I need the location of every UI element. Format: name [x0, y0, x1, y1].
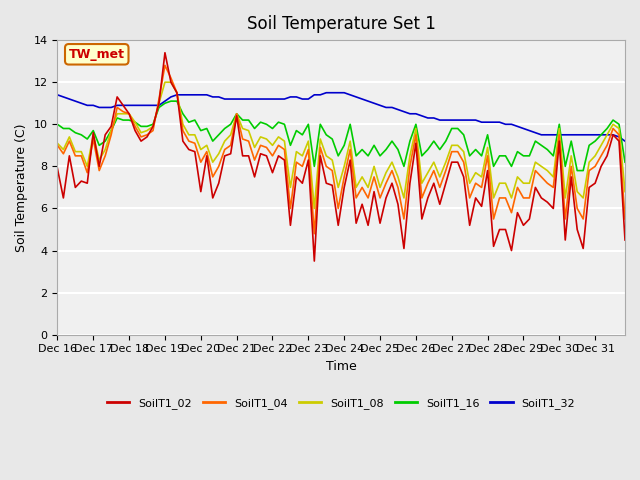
SoilT1_32: [323, 90, 330, 96]
SoilT1_32: [346, 92, 354, 98]
SoilT1_32: [364, 98, 372, 104]
SoilT1_08: [161, 79, 169, 85]
SoilT1_02: [621, 237, 629, 243]
SoilT1_04: [586, 168, 593, 173]
SoilT1_32: [131, 102, 139, 108]
SoilT1_16: [621, 159, 629, 165]
SoilT1_16: [346, 121, 354, 127]
SoilT1_32: [298, 96, 306, 102]
SoilT1_16: [364, 153, 372, 159]
SoilT1_08: [54, 140, 61, 146]
SoilT1_02: [352, 220, 360, 226]
Line: SoilT1_04: SoilT1_04: [58, 65, 625, 234]
SoilT1_08: [370, 164, 378, 169]
SoilT1_02: [310, 258, 318, 264]
X-axis label: Time: Time: [326, 360, 356, 373]
Title: Soil Temperature Set 1: Soil Temperature Set 1: [247, 15, 436, 33]
SoilT1_16: [167, 98, 175, 104]
Line: SoilT1_08: SoilT1_08: [58, 82, 625, 208]
SoilT1_02: [131, 128, 139, 133]
SoilT1_04: [221, 147, 228, 153]
Line: SoilT1_16: SoilT1_16: [58, 101, 625, 170]
SoilT1_04: [161, 62, 169, 68]
SoilT1_32: [579, 132, 587, 138]
SoilT1_02: [221, 153, 228, 159]
Legend: SoilT1_02, SoilT1_04, SoilT1_08, SoilT1_16, SoilT1_32: SoilT1_02, SoilT1_04, SoilT1_08, SoilT1_…: [103, 393, 580, 413]
Line: SoilT1_02: SoilT1_02: [58, 53, 625, 261]
SoilT1_16: [131, 120, 139, 125]
SoilT1_04: [621, 216, 629, 222]
SoilT1_08: [221, 138, 228, 144]
SoilT1_32: [621, 138, 629, 144]
SoilT1_32: [215, 94, 223, 100]
SoilT1_16: [573, 168, 581, 173]
SoilT1_08: [352, 184, 360, 190]
SoilT1_16: [221, 126, 228, 132]
SoilT1_08: [621, 189, 629, 194]
SoilT1_02: [370, 189, 378, 194]
SoilT1_02: [161, 50, 169, 56]
SoilT1_08: [586, 159, 593, 165]
SoilT1_02: [586, 184, 593, 190]
SoilT1_04: [305, 147, 312, 153]
Line: SoilT1_32: SoilT1_32: [58, 93, 625, 141]
SoilT1_16: [305, 121, 312, 127]
SoilT1_08: [305, 138, 312, 144]
SoilT1_02: [305, 157, 312, 163]
SoilT1_04: [54, 143, 61, 148]
SoilT1_04: [370, 174, 378, 180]
Y-axis label: Soil Temperature (C): Soil Temperature (C): [15, 123, 28, 252]
SoilT1_04: [352, 195, 360, 201]
SoilT1_04: [310, 231, 318, 237]
SoilT1_32: [54, 92, 61, 98]
SoilT1_02: [54, 166, 61, 171]
SoilT1_08: [131, 120, 139, 125]
SoilT1_16: [586, 143, 593, 148]
SoilT1_08: [310, 205, 318, 211]
SoilT1_16: [54, 121, 61, 127]
Text: TW_met: TW_met: [68, 48, 125, 61]
SoilT1_04: [131, 123, 139, 129]
